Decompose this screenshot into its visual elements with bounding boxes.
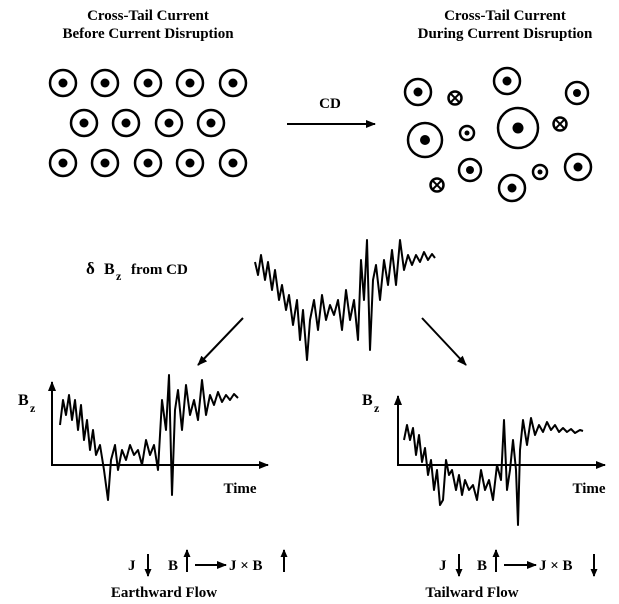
current-ring (175, 148, 205, 178)
x-label: Time (572, 481, 605, 497)
current-dot (502, 76, 512, 86)
bz-subscript: z (116, 269, 122, 283)
current-ring (111, 108, 141, 138)
current-ring (133, 148, 163, 178)
current-dot (507, 183, 517, 193)
current-dot (512, 122, 524, 134)
b-label: B (477, 558, 487, 574)
j-label: J (439, 558, 447, 574)
delta-symbol: δ (86, 259, 95, 278)
current-dot (228, 78, 238, 88)
current-ring (406, 121, 444, 159)
current-dot (79, 118, 89, 128)
current-ring (552, 116, 568, 132)
b-label: B (168, 558, 178, 574)
current-dot (164, 118, 174, 128)
current-scatter (403, 66, 593, 203)
current-ring (154, 108, 184, 138)
current-ring (218, 68, 248, 98)
current-ring (175, 68, 205, 98)
signal (59, 374, 239, 501)
current-ring (196, 108, 226, 138)
current-dot (537, 169, 543, 175)
current-ring (69, 108, 99, 138)
current-ring (429, 177, 445, 193)
current-ring (403, 77, 433, 107)
center-signal (254, 239, 436, 361)
jxb-label: J × B (539, 558, 573, 574)
current-ring (218, 148, 248, 178)
current-dot (573, 89, 581, 97)
current-ring (492, 66, 522, 96)
flow-label: Tailward Flow (425, 585, 518, 601)
current-dot (185, 158, 195, 168)
arrow (197, 317, 244, 366)
current-ring (48, 68, 78, 98)
current-cross (450, 93, 460, 103)
current-dot (466, 166, 474, 174)
current-dot (143, 158, 153, 168)
y-subscript: z (30, 401, 36, 415)
current-dot (573, 162, 583, 172)
current-grid (48, 68, 248, 178)
current-dot (121, 118, 131, 128)
left-subtitle: Before Current Disruption (62, 26, 234, 42)
current-dot (143, 78, 153, 88)
right-subtitle: During Current Disruption (418, 26, 593, 42)
flow-label: Earthward Flow (111, 585, 217, 601)
current-dot (206, 118, 216, 128)
current-cross (555, 119, 565, 129)
current-ring (90, 68, 120, 98)
x-label: Time (223, 481, 256, 497)
current-ring (90, 148, 120, 178)
current-dot (100, 158, 110, 168)
current-dot (464, 130, 470, 136)
jxb-label: J × B (229, 558, 263, 574)
current-dot (185, 78, 195, 88)
left-title: Cross-Tail Current (87, 8, 209, 24)
bz-variable: B (104, 261, 115, 278)
current-ring (563, 152, 593, 182)
y-label: B (18, 392, 29, 409)
bz-suffix: from CD (131, 262, 188, 278)
arrow-label: CD (319, 96, 341, 112)
current-dot (228, 158, 238, 168)
current-dot (420, 135, 430, 145)
current-ring (48, 148, 78, 178)
y-subscript: z (374, 401, 380, 415)
current-dot (58, 158, 68, 168)
current-ring (457, 157, 483, 183)
current-dot (58, 78, 68, 88)
right-title: Cross-Tail Current (444, 8, 566, 24)
y-label: B (362, 392, 373, 409)
current-ring (133, 68, 163, 98)
current-ring (458, 124, 476, 142)
current-dot (100, 78, 110, 88)
j-label: J (128, 558, 136, 574)
current-ring (447, 90, 463, 106)
current-ring (497, 173, 527, 203)
current-cross (432, 180, 442, 190)
current-ring (496, 106, 540, 150)
current-ring (531, 163, 549, 181)
arrow (421, 317, 467, 366)
signal (403, 417, 584, 526)
current-ring (564, 80, 590, 106)
current-dot (413, 87, 423, 97)
